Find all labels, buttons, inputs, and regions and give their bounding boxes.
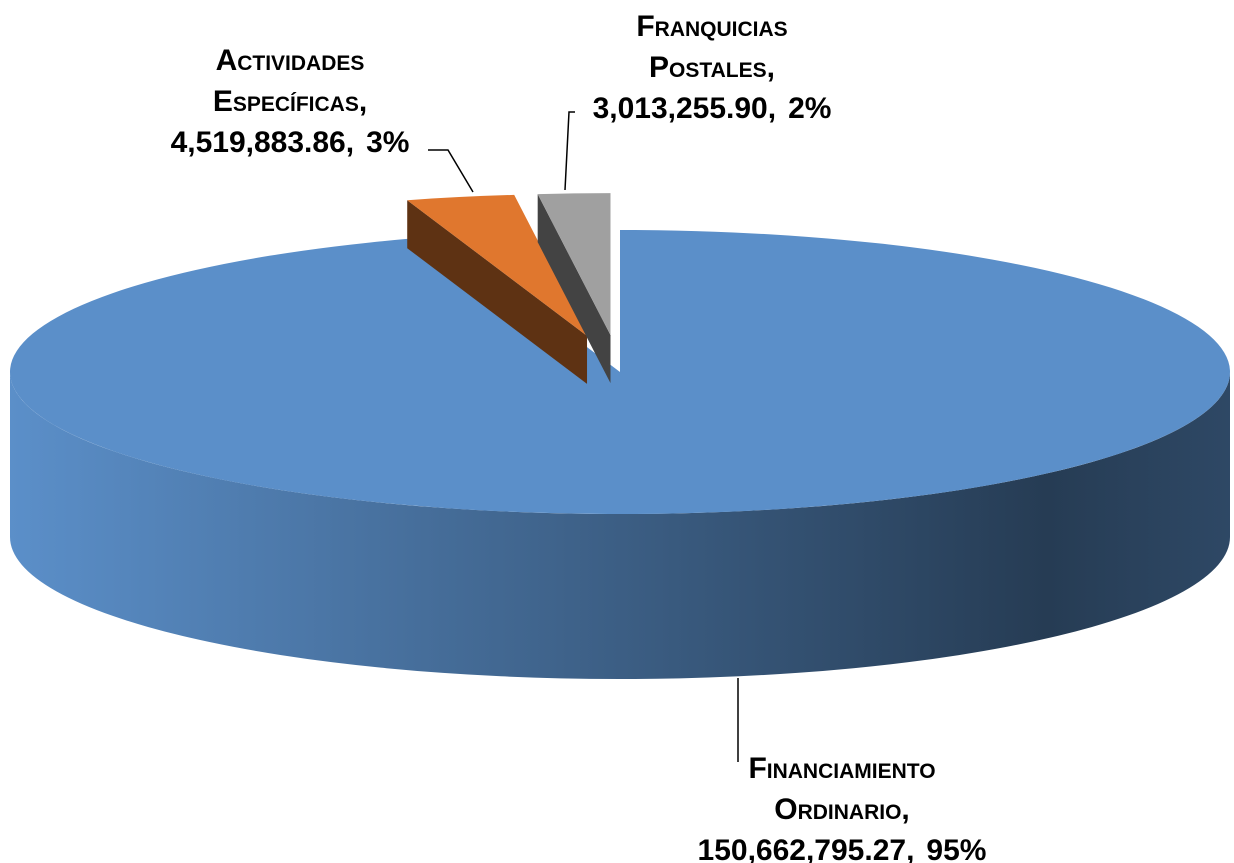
label-value: 150,662,795.27 bbox=[697, 834, 907, 863]
slice-side bbox=[537, 194, 611, 384]
leader-line bbox=[428, 149, 474, 193]
data-label: Financiamiento Ordinario, 150,662,795.27… bbox=[697, 748, 987, 863]
label-percent: 95% bbox=[926, 834, 987, 863]
label-sep: , bbox=[345, 126, 355, 159]
label-value: 4,519,883.86 bbox=[170, 126, 346, 159]
data-label: Actividades Específicas, 4,519,883.86, 3% bbox=[170, 40, 410, 163]
label-percent: 2% bbox=[788, 92, 832, 125]
label-value: 3,013,255.90 bbox=[592, 92, 768, 125]
pie-wall bbox=[10, 372, 1230, 679]
slice-side bbox=[407, 200, 588, 384]
pie-slice bbox=[537, 193, 611, 336]
label-sep: , bbox=[358, 85, 368, 118]
slices bbox=[9, 193, 1230, 679]
label-sep: , bbox=[906, 834, 915, 863]
label-name: Financiamiento Ordinario bbox=[748, 752, 936, 826]
pie-slice bbox=[9, 230, 1230, 514]
pie-slice bbox=[407, 194, 588, 336]
label-name: Franquicias Postales bbox=[636, 10, 788, 84]
label-sep: , bbox=[766, 51, 775, 84]
label-sep: , bbox=[901, 793, 910, 826]
label-sep: , bbox=[767, 92, 777, 125]
leader-line bbox=[564, 111, 575, 191]
label-percent: 3% bbox=[366, 126, 410, 159]
data-label: Franquicias Postales, 3,013,255.90, 2% bbox=[592, 6, 832, 129]
label-name: Actividades Específicas bbox=[212, 44, 365, 118]
